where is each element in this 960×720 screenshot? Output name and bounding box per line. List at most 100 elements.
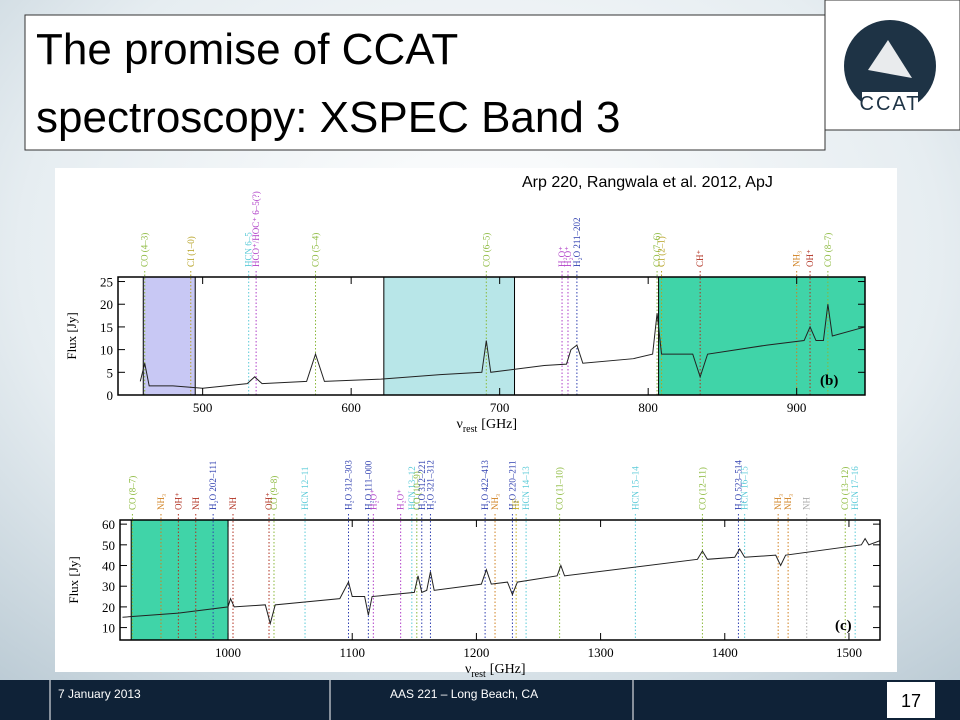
line-label: CO (9–8)	[269, 476, 279, 510]
x-tick-label: 700	[490, 400, 510, 415]
x-tick-label: 600	[341, 400, 361, 415]
spectrum-chart: CO (8–7) NH₃ OH⁺ NH H₂O 202–111 NH OH⁺CO (9–8)…	[66, 460, 881, 680]
y-tick-label: 60	[102, 517, 115, 532]
line-label: CO (13–12)	[840, 467, 850, 510]
x-tick-label: 900	[787, 400, 807, 415]
x-tick-label: 1100	[339, 645, 365, 660]
y-tick-label: 30	[102, 579, 115, 594]
footer-bar	[0, 680, 960, 720]
line-label: HCN 12–11	[300, 467, 310, 510]
y-tick-label: 10	[100, 343, 113, 358]
spectrum-line	[122, 537, 881, 626]
line-label: CO (7–6)	[652, 233, 662, 267]
line-label: HCN 17–16	[850, 466, 860, 510]
plot-frame	[117, 276, 866, 396]
line-label: OH⁺	[264, 492, 274, 510]
line-label: H₂O 202–111	[208, 461, 218, 510]
line-label: H₂O⁺	[557, 246, 567, 267]
line-label: CO (8–7)	[127, 476, 137, 510]
x-tick-label: 1400	[712, 645, 738, 660]
plot-frame	[119, 519, 881, 641]
line-label: OH⁺	[805, 249, 815, 267]
line-label: NH₃	[490, 494, 500, 510]
y-tick-label: 5	[107, 365, 114, 380]
x-axis-label: νrest [GHz]	[465, 662, 526, 680]
page-number: 17	[901, 691, 921, 711]
line-label: CO (10–9)	[412, 471, 422, 510]
line-label: HCO⁺/HOC⁺ 6–5(?)	[251, 191, 261, 267]
line-label: CO (4–3)	[140, 233, 150, 267]
x-tick-label: 1300	[588, 645, 614, 660]
y-axis-label: Flux [Jy]	[64, 312, 79, 359]
line-label: H₂O 312–303	[343, 460, 353, 510]
x-tick-label: 1500	[836, 645, 862, 660]
line-label: NH	[802, 497, 812, 510]
highlight-region	[142, 276, 196, 396]
y-tick-label: 40	[102, 559, 115, 574]
line-label: HCN 14–13	[521, 466, 531, 510]
line-label: CO (11–10)	[555, 467, 565, 510]
line-label: H₂O 312–221	[417, 460, 427, 510]
x-axis-subscript: rest	[463, 424, 478, 435]
line-label: CI (2–1)	[657, 236, 667, 267]
y-tick-label: 20	[100, 297, 113, 312]
logo-text: CCAT	[860, 93, 921, 115]
page-number-box	[887, 682, 935, 718]
x-axis-unit: [GHz]	[490, 662, 526, 677]
line-label: HCN 16–15	[740, 466, 750, 510]
line-label: NH₃	[783, 494, 793, 510]
line-label: H₂O 321–312	[425, 460, 435, 510]
y-tick-label: 20	[102, 600, 115, 615]
x-axis-subscript: rest	[471, 669, 486, 680]
line-label: H₂O 422–413	[480, 460, 490, 510]
line-label: CO (8–7)	[823, 233, 833, 267]
citation: Arp 220, Rangwala et al. 2012, ApJ	[522, 174, 773, 191]
line-label: H₂O 523–514	[733, 460, 743, 510]
x-tick-label: 800	[638, 400, 658, 415]
y-axis-label: Flux [Jy]	[66, 556, 81, 603]
line-label: HF	[511, 498, 521, 510]
x-axis-symbol: ν	[465, 662, 471, 677]
line-label: NH	[228, 497, 238, 510]
footer-event: AAS 221 – Long Beach, CA	[390, 687, 538, 701]
y-tick-label: 50	[102, 538, 115, 553]
panel-label: (c)	[835, 618, 852, 634]
highlight-region	[383, 276, 516, 396]
highlight-region	[130, 519, 229, 641]
line-label: NH	[191, 497, 201, 510]
panel-label: (b)	[820, 373, 838, 389]
line-label: HCN 6–5	[244, 232, 254, 267]
x-tick-label: 500	[193, 400, 213, 415]
title-line: spectroscopy: XSPEC Band 3	[36, 93, 621, 142]
logo-label-bg	[862, 92, 918, 114]
y-tick-label: 0	[107, 388, 114, 403]
spectrum-line	[139, 304, 866, 389]
x-axis-unit: [GHz]	[481, 417, 517, 432]
line-label: OH⁺	[173, 492, 183, 510]
line-label: H₂O 220–211	[507, 460, 517, 510]
line-label: HCN 15–14	[630, 466, 640, 510]
line-label: NH₃	[156, 494, 166, 510]
line-label: HCN 13–12	[407, 466, 417, 510]
y-tick-label: 10	[102, 621, 115, 636]
logo-icon	[868, 40, 912, 78]
line-label: H₂O⁺	[563, 246, 573, 267]
line-label: CO (5–4)	[311, 233, 321, 267]
line-label: H₂O⁺	[396, 489, 406, 510]
title-box	[24, 14, 826, 151]
line-label: NH₃	[792, 251, 802, 267]
line-label: CI (1–0)	[186, 236, 196, 267]
line-label: H₂O 111–000	[363, 460, 373, 510]
line-label: H₂O 211–202	[572, 217, 582, 267]
line-label: CH⁺	[695, 249, 705, 267]
y-tick-label: 15	[100, 320, 113, 335]
line-label: NH₃	[773, 494, 783, 510]
x-tick-label: 1000	[215, 645, 241, 660]
footer-date: 7 January 2013	[58, 687, 141, 701]
x-axis-label: νrest [GHz]	[457, 417, 518, 435]
x-axis-symbol: ν	[457, 417, 463, 432]
